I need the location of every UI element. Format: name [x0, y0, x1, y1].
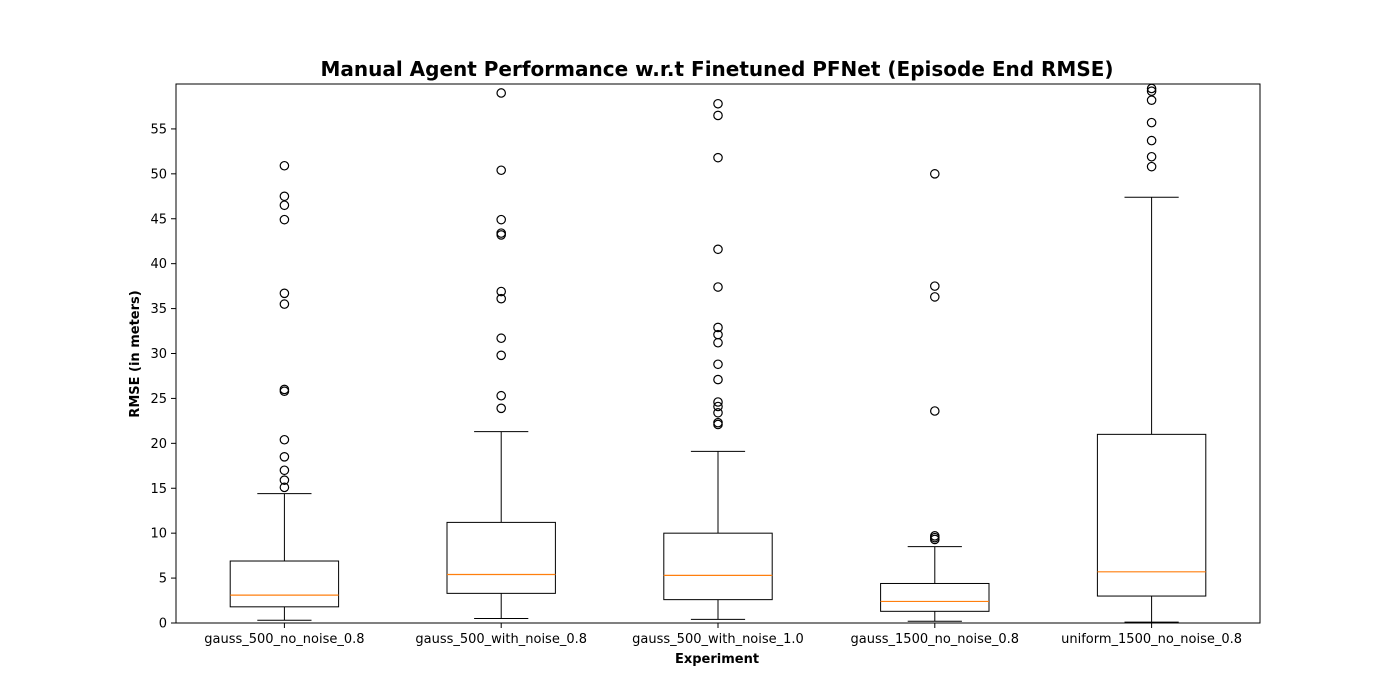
outlier-point	[496, 214, 506, 225]
outlier-point	[1146, 117, 1157, 128]
box-group-uniform_1500_no_noise_0.8	[1096, 83, 1207, 623]
outlier-point	[279, 482, 290, 493]
outlier-point	[713, 417, 723, 428]
outlier-point	[929, 169, 940, 179]
outlier-point	[713, 359, 723, 370]
outlier-point	[929, 292, 940, 302]
outlier-point	[713, 401, 723, 412]
box-iqr	[663, 532, 773, 601]
outlier-point	[1146, 86, 1157, 96]
y-tick-label: 45	[150, 212, 167, 227]
outlier-point	[279, 288, 290, 299]
y-tick-label: 10	[150, 527, 167, 542]
box-group-gauss_500_with_noise_0.8	[446, 88, 556, 620]
y-axis-label: RMSE (in meters)	[128, 290, 143, 417]
outlier-point	[496, 165, 506, 176]
x-tick-label: gauss_500_no_noise_0.8	[204, 632, 364, 647]
y-tick-label: 30	[150, 347, 167, 362]
y-tick-label: 0	[159, 617, 167, 632]
outlier-point	[929, 531, 940, 541]
y-tick-label: 40	[150, 257, 167, 272]
outlier-point	[1146, 151, 1157, 162]
y-tick-label: 50	[150, 167, 167, 182]
outlier-point	[496, 390, 506, 401]
box-iqr	[1096, 433, 1207, 597]
outlier-point	[713, 329, 723, 340]
outlier-point	[713, 98, 723, 109]
outlier-point	[713, 282, 723, 292]
chart-title: Manual Agent Performance w.r.t Finetuned…	[320, 57, 1113, 81]
outlier-point	[713, 110, 723, 121]
outlier-point	[1146, 161, 1157, 172]
outlier-point	[279, 434, 290, 445]
box-iqr	[229, 560, 340, 608]
outlier-point	[279, 452, 290, 462]
y-tick-label: 35	[150, 302, 167, 317]
outlier-point	[929, 281, 940, 291]
x-tick-label: gauss_500_with_noise_1.0	[632, 632, 804, 647]
y-tick-label: 5	[159, 572, 167, 587]
outlier-point	[496, 228, 506, 238]
x-tick-label: gauss_500_with_noise_0.8	[415, 632, 587, 647]
outlier-point	[279, 475, 290, 485]
y-tick-label: 15	[150, 482, 167, 497]
y-tick-label: 55	[150, 122, 167, 137]
outlier-point	[713, 397, 723, 407]
outlier-point	[279, 384, 290, 395]
outlier-point	[713, 374, 723, 385]
box-group-gauss_500_no_noise_0.8	[229, 160, 340, 621]
outlier-point	[279, 191, 290, 202]
outlier-point	[496, 286, 506, 297]
y-tick-label: 25	[150, 392, 167, 407]
x-tick-label: gauss_1500_no_noise_0.8	[851, 632, 1020, 647]
outlier-point	[713, 337, 723, 348]
box-iqr	[446, 521, 556, 594]
outlier-point	[1146, 135, 1157, 146]
outlier-point	[279, 160, 290, 171]
outlier-point	[279, 214, 290, 225]
outlier-point	[279, 465, 290, 476]
outlier-point	[496, 293, 506, 304]
outlier-point	[713, 322, 723, 333]
axes: gauss_500_no_noise_0.8 gauss_500_with_noi…	[150, 122, 1242, 647]
outlier-point	[279, 200, 290, 211]
x-axis-label: Experiment	[675, 652, 759, 667]
outlier-point	[1146, 95, 1157, 105]
outlier-point	[713, 244, 723, 255]
outlier-point	[496, 350, 506, 361]
outlier-point	[496, 403, 506, 414]
box-group-gauss_1500_no_noise_0.8	[880, 169, 990, 622]
outlier-point	[713, 407, 723, 418]
outlier-point	[929, 406, 940, 416]
outlier-point	[496, 88, 506, 98]
outlier-point	[713, 152, 723, 163]
y-tick-label: 20	[150, 437, 167, 452]
outlier-point	[279, 299, 290, 309]
x-tick-label: uniform_1500_no_noise_0.8	[1061, 632, 1242, 647]
box-group-gauss_500_with_noise_1.0	[663, 98, 773, 620]
plot-area	[229, 83, 1207, 623]
box-iqr	[880, 582, 990, 612]
outlier-point	[496, 333, 506, 344]
